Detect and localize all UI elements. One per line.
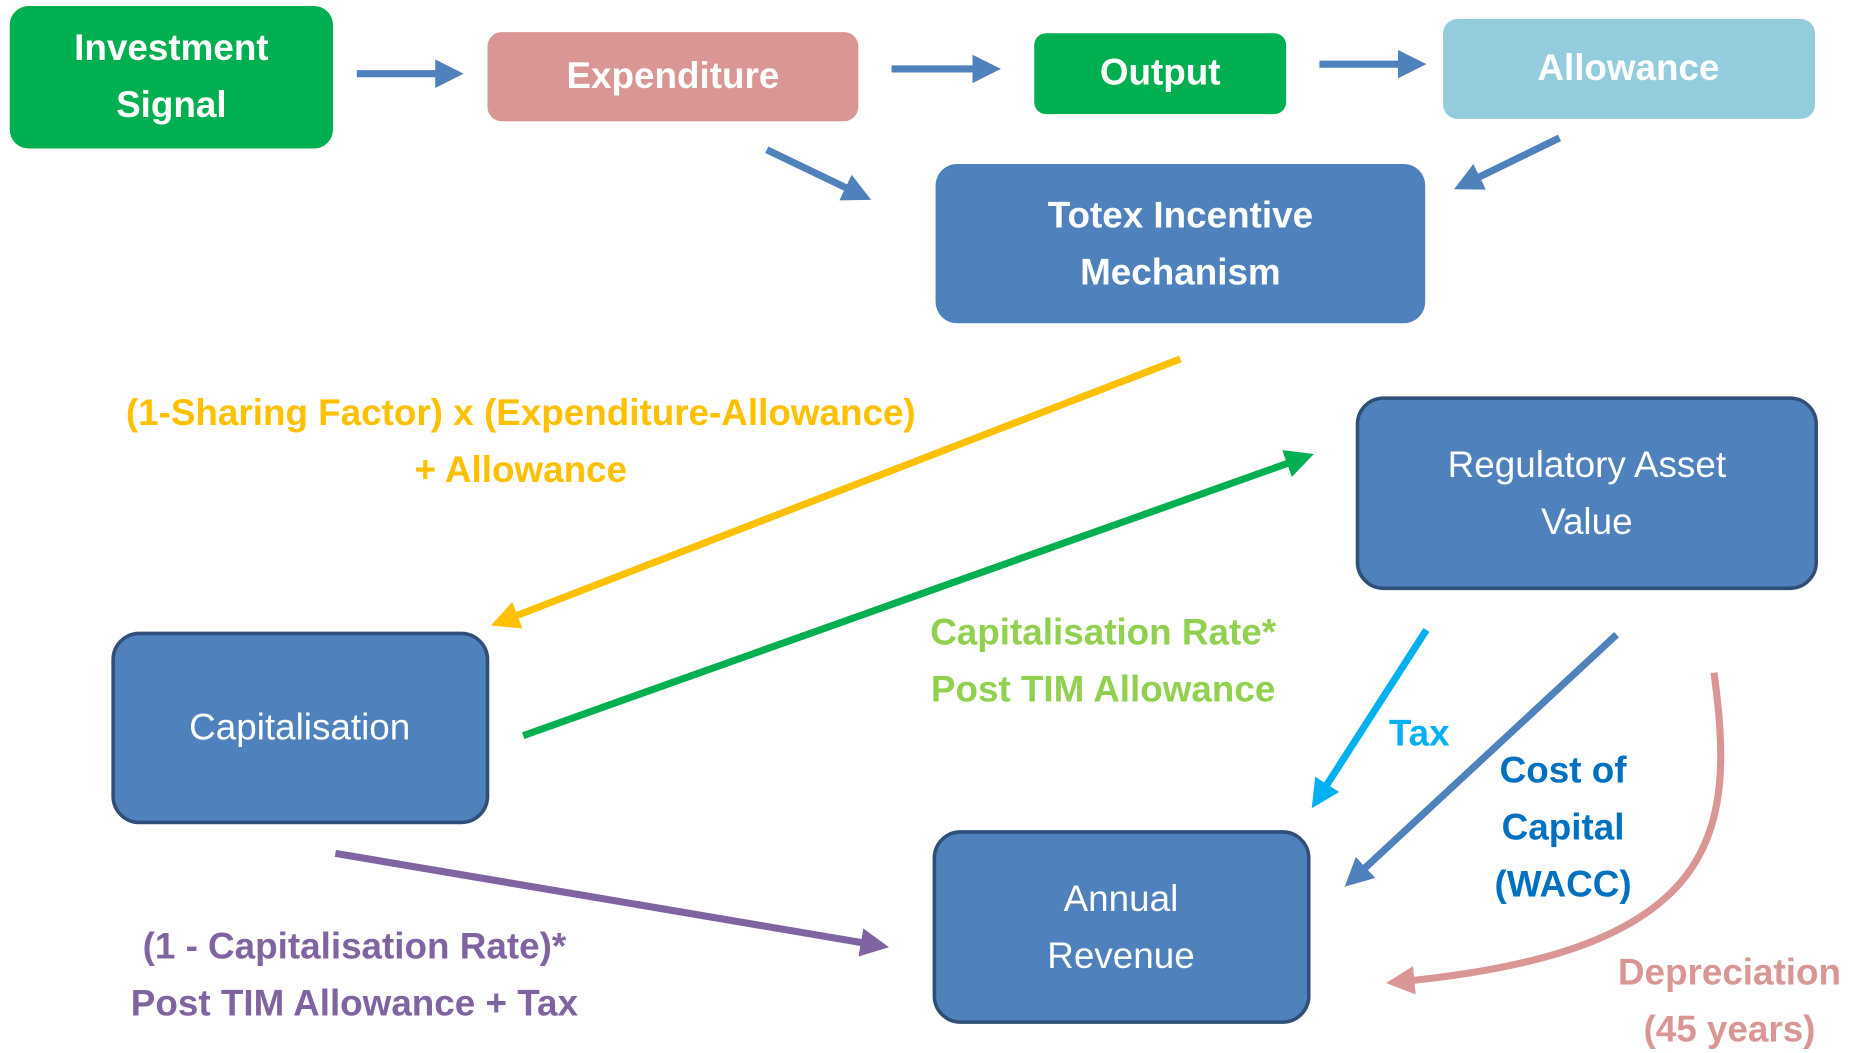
arrow bbox=[1311, 627, 1430, 809]
edge-labels: (1-Sharing Factor) x (Expenditure-Allowa… bbox=[126, 392, 1841, 1050]
edge-label: (1-Sharing Factor) x (Expenditure-Allowa… bbox=[126, 392, 916, 490]
node-box bbox=[1355, 396, 1819, 591]
node-label: Regulatory Asset Value bbox=[1448, 444, 1726, 542]
node-label: Annual Revenue bbox=[1047, 878, 1194, 976]
edge-label: (1 - Capitalisation Rate)* Post TIM Allow… bbox=[131, 925, 579, 1023]
arrow bbox=[490, 355, 1182, 629]
node-label: Allowance bbox=[1537, 47, 1719, 88]
arrow bbox=[765, 146, 872, 201]
node-box bbox=[935, 164, 1426, 324]
node-box bbox=[932, 830, 1311, 1024]
node-box bbox=[1034, 33, 1287, 115]
arrow bbox=[1453, 134, 1562, 190]
nodes: Investment Signal Expenditure Output Allo… bbox=[9, 5, 1819, 1024]
edge-label: Tax bbox=[1389, 712, 1450, 753]
node-box bbox=[111, 631, 490, 825]
node-box bbox=[1443, 19, 1816, 119]
arrow bbox=[521, 450, 1314, 740]
node-box bbox=[9, 5, 334, 149]
node-label: Expenditure bbox=[566, 55, 779, 96]
node-label: Capitalisation bbox=[189, 706, 410, 747]
arrow bbox=[1386, 672, 1725, 995]
arrows bbox=[334, 49, 1725, 995]
node-label: Totex Incentive Mechanism bbox=[1048, 194, 1313, 292]
node-label: Investment Signal bbox=[74, 27, 268, 125]
edge-label: Capitalisation Rate* Post TIM Allowance bbox=[930, 611, 1277, 709]
edge-label: Cost of Capital (WACC) bbox=[1495, 749, 1632, 904]
arrow bbox=[334, 849, 890, 957]
edge-label: Depreciation (45 years) bbox=[1618, 951, 1841, 1049]
node-label: Output bbox=[1100, 52, 1221, 93]
arrow bbox=[1344, 632, 1619, 887]
node-box bbox=[487, 32, 859, 122]
